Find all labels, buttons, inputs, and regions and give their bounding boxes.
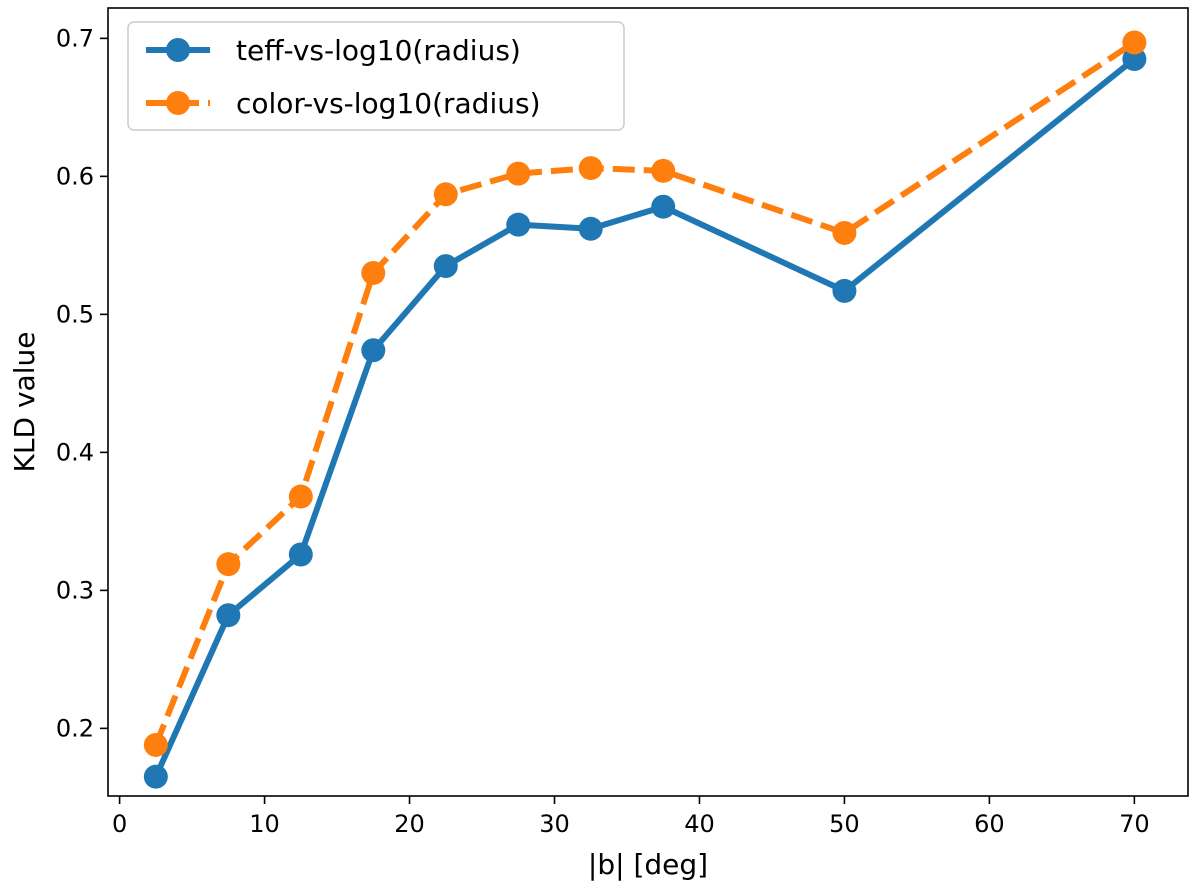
x-axis-label: |b| [deg] bbox=[588, 848, 708, 881]
x-tick-label: 70 bbox=[1119, 810, 1150, 838]
y-tick-label: 0.6 bbox=[56, 162, 94, 190]
data-point-teff-vs-log10-radius bbox=[506, 212, 531, 237]
legend-marker-color bbox=[166, 91, 190, 115]
y-axis-ticks: 0.2 0.3 0.4 0.5 0.6 0.7 bbox=[56, 24, 108, 742]
data-point-color-vs-log10-radius bbox=[143, 732, 168, 757]
x-tick-label: 60 bbox=[974, 810, 1005, 838]
data-point-color-vs-log10-radius bbox=[361, 260, 386, 285]
series-line-teff-vs-log10-radius bbox=[153, 56, 1137, 778]
series-line-color-vs-log10-radius bbox=[153, 39, 1137, 747]
y-tick-label: 0.2 bbox=[56, 714, 94, 742]
data-point-color-vs-log10-radius bbox=[288, 484, 313, 509]
data-point-color-vs-log10-radius bbox=[651, 158, 676, 183]
data-point-teff-vs-log10-radius bbox=[288, 542, 313, 567]
legend-label-color: color-vs-log10(radius) bbox=[236, 87, 541, 120]
data-point-teff-vs-log10-radius bbox=[361, 338, 386, 363]
x-tick-label: 50 bbox=[829, 810, 860, 838]
x-tick-label: 0 bbox=[112, 810, 127, 838]
data-point-teff-vs-log10-radius bbox=[433, 254, 458, 279]
legend-box bbox=[127, 21, 625, 131]
series-layer bbox=[143, 30, 1147, 789]
x-tick-label: 10 bbox=[249, 810, 280, 838]
data-point-teff-vs-log10-radius bbox=[216, 603, 241, 628]
series-color-vs-log10-radius bbox=[143, 30, 1147, 757]
series-teff-vs-log10-radius bbox=[143, 47, 1147, 789]
data-point-teff-vs-log10-radius bbox=[578, 216, 603, 241]
x-axis-ticks: 0 10 20 30 40 50 60 70 bbox=[112, 796, 1150, 838]
legend: teff-vs-log10(radius) color-vs-log10(rad… bbox=[127, 21, 625, 131]
legend-marker-teff bbox=[166, 38, 190, 62]
data-point-teff-vs-log10-radius bbox=[832, 278, 857, 303]
data-point-color-vs-log10-radius bbox=[216, 552, 241, 577]
data-point-teff-vs-log10-radius bbox=[1122, 47, 1147, 72]
data-point-color-vs-log10-radius bbox=[832, 220, 857, 245]
data-point-teff-vs-log10-radius bbox=[651, 194, 676, 219]
data-point-color-vs-log10-radius bbox=[506, 161, 531, 186]
x-tick-label: 30 bbox=[539, 810, 570, 838]
data-point-teff-vs-log10-radius bbox=[143, 764, 168, 789]
y-axis-label: KLD value bbox=[8, 332, 41, 473]
x-tick-label: 40 bbox=[684, 810, 715, 838]
x-tick-label: 20 bbox=[394, 810, 425, 838]
y-tick-label: 0.3 bbox=[56, 576, 94, 604]
data-point-color-vs-log10-radius bbox=[1122, 30, 1147, 55]
y-tick-label: 0.7 bbox=[56, 24, 94, 52]
y-tick-label: 0.5 bbox=[56, 300, 94, 328]
data-point-color-vs-log10-radius bbox=[578, 156, 603, 181]
y-tick-label: 0.4 bbox=[56, 438, 94, 466]
data-point-color-vs-log10-radius bbox=[433, 182, 458, 207]
legend-label-teff: teff-vs-log10(radius) bbox=[236, 34, 521, 67]
plot-frame bbox=[107, 7, 1189, 797]
